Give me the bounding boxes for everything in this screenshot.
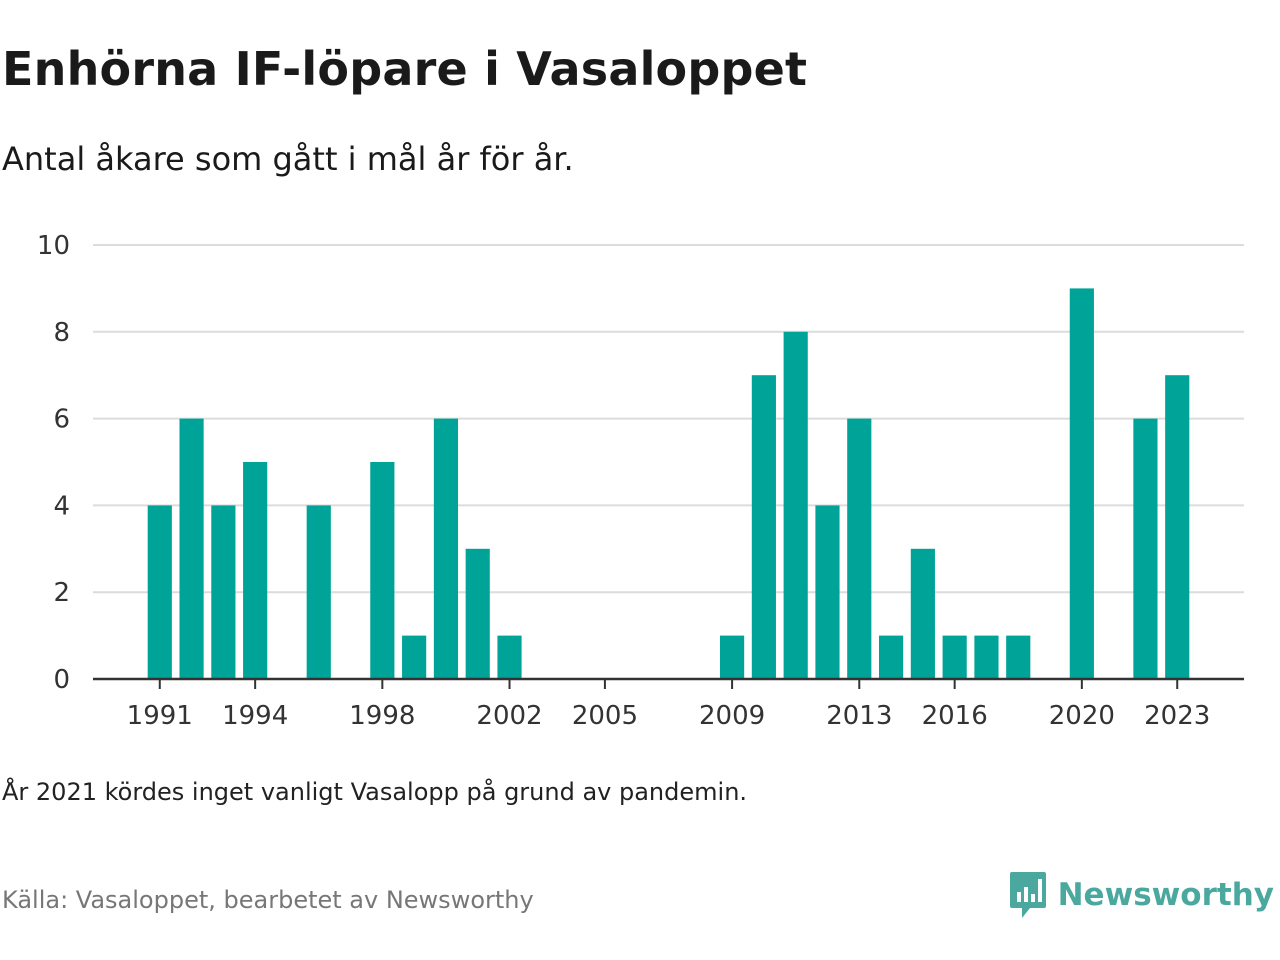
bars bbox=[147, 288, 1190, 679]
x-tick-label: 2016 bbox=[922, 701, 988, 731]
bar-chart: 0 2 4 6 8 10 1991 1994 1998 2002 2005 2009 2013 2016… bbox=[37, 231, 1244, 731]
bar bbox=[720, 635, 745, 679]
bar bbox=[910, 548, 935, 679]
newsworthy-logo-icon bbox=[1009, 872, 1046, 918]
brand-logo: Newsworthy bbox=[1008, 870, 1274, 920]
bar bbox=[370, 462, 395, 679]
bar bbox=[243, 462, 268, 679]
bar bbox=[942, 635, 967, 679]
y-tick-label: 6 bbox=[53, 405, 70, 435]
bar bbox=[1069, 288, 1094, 679]
bar bbox=[974, 635, 999, 679]
gridlines bbox=[93, 244, 1244, 594]
bar bbox=[847, 418, 872, 679]
bar bbox=[211, 505, 236, 679]
brand-name: Newsworthy bbox=[1057, 877, 1274, 913]
bar bbox=[1165, 375, 1190, 679]
x-tick-label: 1998 bbox=[349, 701, 415, 731]
bar bbox=[465, 548, 490, 679]
bar bbox=[1006, 635, 1031, 679]
chart-note: År 2021 kördes inget vanligt Vasalopp på… bbox=[2, 778, 748, 806]
bar bbox=[783, 331, 808, 679]
x-tick-label: 1994 bbox=[222, 701, 288, 731]
bar bbox=[306, 505, 331, 679]
bar bbox=[179, 418, 204, 679]
x-axis-ticks: 1991 1994 1998 2002 2005 2009 2013 2016 2020 2023 bbox=[127, 679, 1210, 731]
bar bbox=[433, 418, 459, 679]
source-text: Källa: Vasaloppet, bearbetet av Newswort… bbox=[2, 886, 534, 914]
y-tick-label: 4 bbox=[53, 491, 70, 521]
bar bbox=[751, 375, 776, 679]
bar bbox=[147, 505, 172, 679]
y-tick-label: 10 bbox=[37, 231, 70, 261]
bar bbox=[497, 635, 522, 679]
bar bbox=[878, 635, 904, 679]
chart-subtitle: Antal åkare som gått i mål år för år. bbox=[2, 140, 574, 178]
bar bbox=[1133, 418, 1158, 679]
x-tick-label: 2009 bbox=[699, 701, 765, 731]
x-tick-label: 2005 bbox=[572, 701, 638, 731]
bar bbox=[815, 505, 840, 679]
x-tick-label: 2020 bbox=[1049, 701, 1115, 731]
x-tick-label: 2013 bbox=[826, 701, 892, 731]
y-tick-label: 0 bbox=[53, 665, 70, 695]
y-tick-label: 8 bbox=[53, 318, 70, 348]
chart-title: Enhörna IF-löpare i Vasaloppet bbox=[2, 42, 808, 96]
bar bbox=[402, 635, 427, 679]
x-tick-label: 1991 bbox=[127, 701, 193, 731]
y-tick-label: 2 bbox=[53, 578, 70, 608]
x-tick-label: 2002 bbox=[476, 701, 542, 731]
x-tick-label: 2023 bbox=[1144, 701, 1210, 731]
y-axis-ticks: 0 2 4 6 8 10 bbox=[37, 231, 70, 695]
